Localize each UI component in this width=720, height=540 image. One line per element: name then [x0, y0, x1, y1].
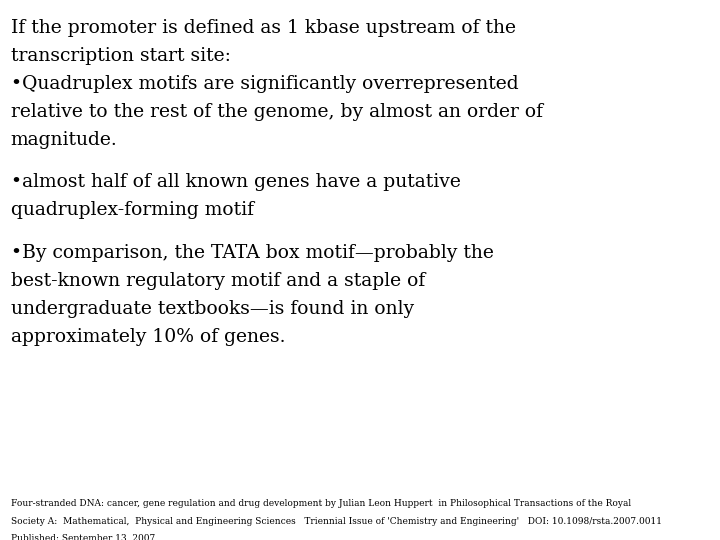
Text: Published: September 13, 2007: Published: September 13, 2007: [11, 534, 155, 540]
Text: approximately 10% of genes.: approximately 10% of genes.: [11, 328, 285, 346]
Text: transcription start site:: transcription start site:: [11, 47, 230, 65]
Text: undergraduate textbooks—is found in only: undergraduate textbooks—is found in only: [11, 300, 414, 318]
Text: Society A:  Mathematical,  Physical and Engineering Sciences   Triennial Issue o: Society A: Mathematical, Physical and En…: [11, 517, 662, 526]
Text: magnitude.: magnitude.: [11, 131, 117, 149]
Text: •almost half of all known genes have a putative: •almost half of all known genes have a p…: [11, 173, 461, 191]
Text: If the promoter is defined as 1 kbase upstream of the: If the promoter is defined as 1 kbase up…: [11, 19, 516, 37]
Text: Four-stranded DNA: cancer, gene regulation and drug development by Julian Leon H: Four-stranded DNA: cancer, gene regulati…: [11, 500, 631, 509]
Text: •Quadruplex motifs are significantly overrepresented: •Quadruplex motifs are significantly ove…: [11, 75, 518, 93]
Text: •By comparison, the TATA box motif—probably the: •By comparison, the TATA box motif—proba…: [11, 244, 494, 261]
Text: best-known regulatory motif and a staple of: best-known regulatory motif and a staple…: [11, 272, 425, 289]
Text: quadruplex-forming motif: quadruplex-forming motif: [11, 201, 254, 219]
Text: relative to the rest of the genome, by almost an order of: relative to the rest of the genome, by a…: [11, 103, 543, 121]
